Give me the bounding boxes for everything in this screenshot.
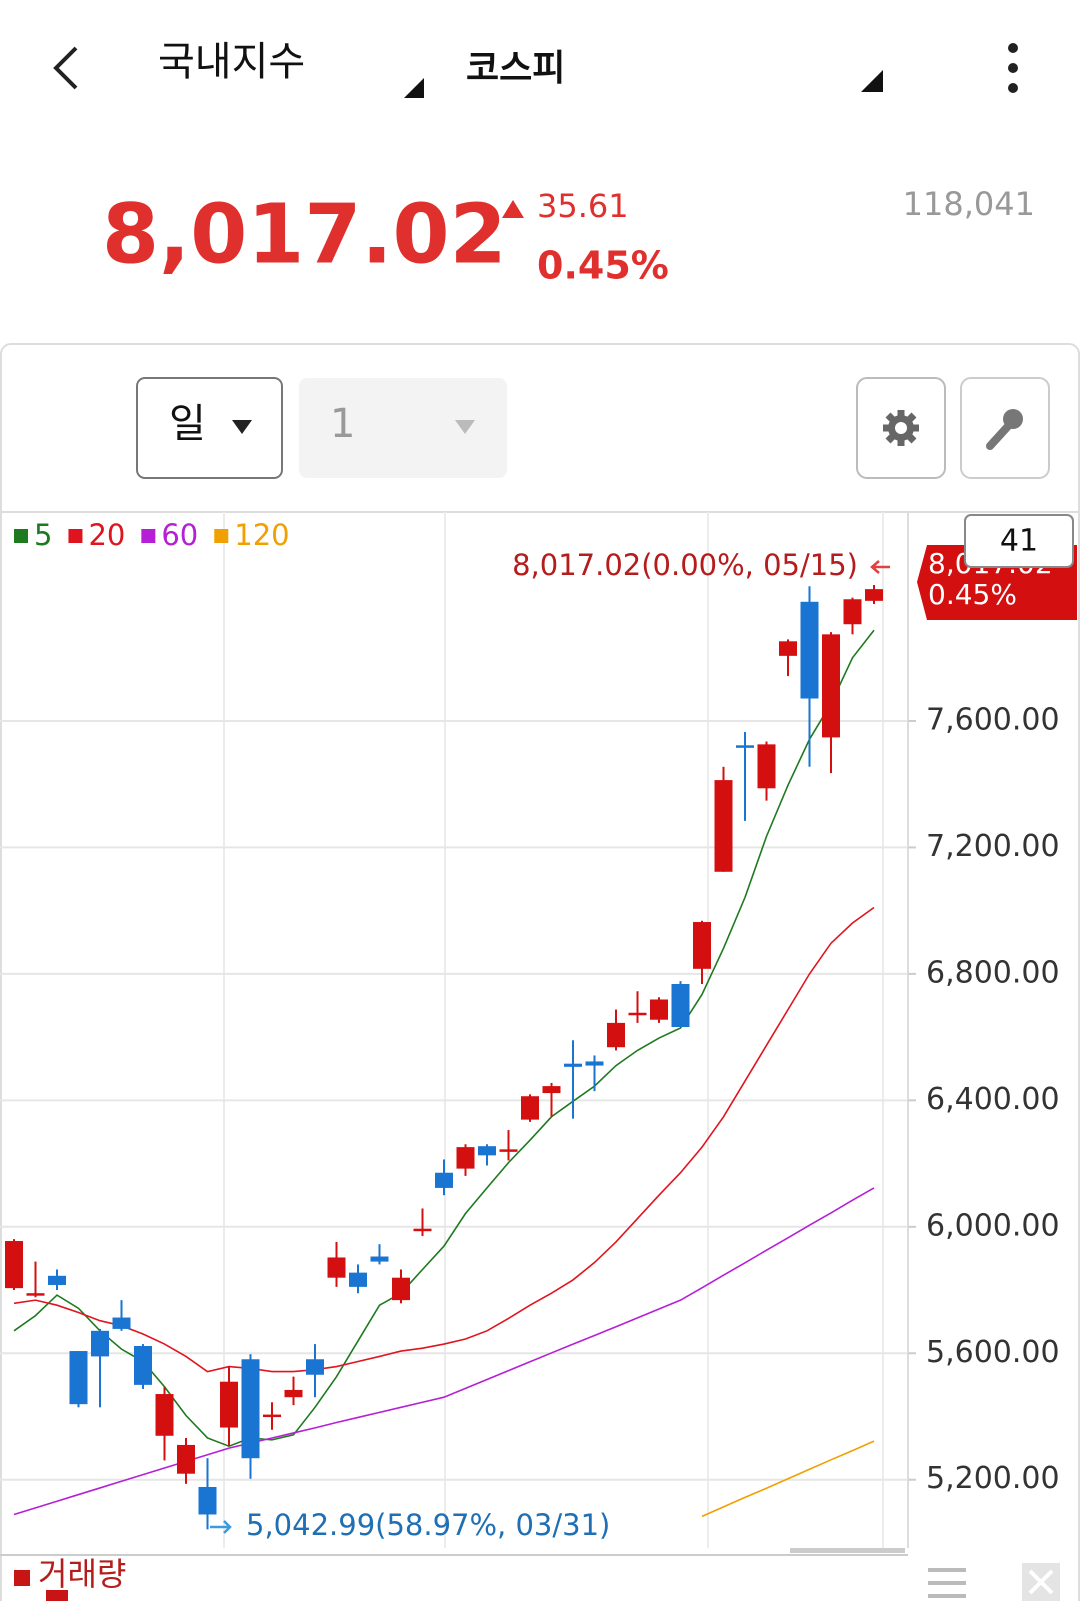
visible-count[interactable]: 41 (1000, 524, 1038, 559)
candle-body (69, 1351, 88, 1405)
legend-label: 5 (34, 518, 52, 552)
y-tick-label: 6,800.00 (926, 955, 1060, 990)
y-tick-label: 7,600.00 (926, 702, 1060, 737)
count-box[interactable] (964, 514, 1074, 568)
moving-average (13, 629, 875, 1448)
period-value[interactable]: 일 (169, 401, 206, 447)
candle-body (112, 1317, 131, 1329)
candle-body (800, 601, 819, 699)
close-icon (1028, 1569, 1054, 1595)
volume-legend-marker (14, 1570, 30, 1586)
header-title[interactable]: 국내지수 (158, 39, 305, 85)
candle-body (607, 1022, 625, 1048)
dropdown-arrow[interactable] (455, 420, 475, 434)
candle-body (865, 589, 883, 601)
high-annotation: 8,017.02(0.00%, 05/15) (512, 548, 858, 582)
candle-body (392, 1277, 410, 1301)
legend-label: 120 (234, 518, 289, 552)
up-arrow (502, 200, 524, 218)
candle-body (48, 1275, 66, 1285)
candle-body (327, 1257, 346, 1278)
menu-icon[interactable] (928, 1568, 966, 1598)
y-tick-label: 6,400.00 (926, 1082, 1060, 1117)
candle-body (241, 1359, 260, 1459)
candle-body (5, 1241, 23, 1289)
candle-body (435, 1172, 453, 1188)
y-tick-label: 5,200.00 (926, 1461, 1060, 1496)
arrow (210, 1520, 232, 1534)
legend-marker (14, 529, 28, 543)
legend: 5 20 60 120 (14, 518, 290, 552)
candle-body (134, 1345, 152, 1385)
volume-bar-stub (46, 1590, 68, 1601)
candle-body (284, 1389, 303, 1398)
candle-body (564, 1063, 582, 1067)
period-select[interactable] (136, 377, 283, 479)
candle-body (628, 1012, 647, 1016)
y-tick-label: 5,600.00 (926, 1335, 1060, 1370)
moving-average (13, 906, 875, 1373)
candle-body (542, 1086, 561, 1094)
candle-body (585, 1061, 604, 1066)
scrollbar[interactable] (790, 1548, 905, 1553)
candle-body (650, 999, 668, 1020)
vertical-grid (223, 512, 884, 1548)
legend-marker (68, 529, 83, 543)
legend-marker (141, 529, 156, 543)
candle-body (177, 1444, 195, 1474)
candle-body (736, 745, 754, 748)
plot: 5,200.00 5,600.00 6,000.00 6,400.00 6,800.00… (0, 585, 1060, 1530)
candle-body (456, 1147, 475, 1169)
y-tick-label: 7,200.00 (926, 829, 1060, 864)
change-rate: 0.45% (537, 244, 669, 288)
candle-body (91, 1330, 109, 1357)
candle-body (714, 780, 733, 872)
gear-icon (883, 410, 919, 446)
moving-average (13, 1187, 875, 1516)
index-name[interactable]: 코스피 (466, 48, 565, 89)
candle-body (843, 599, 862, 625)
legend-label: 60 (161, 518, 198, 552)
candle-body (370, 1256, 389, 1262)
volume-label: 거래량 (38, 1555, 126, 1593)
dropdown-arrow[interactable] (232, 420, 252, 434)
dropdown-arrow[interactable] (861, 70, 883, 92)
wrench-head (1003, 409, 1023, 429)
candle-body (263, 1414, 281, 1418)
candle-body (478, 1146, 496, 1156)
candle-body (349, 1272, 367, 1287)
candle-body (757, 744, 776, 789)
candle-body (155, 1394, 174, 1436)
change: 35.61 (537, 187, 629, 225)
count-select[interactable] (299, 378, 507, 478)
back-button[interactable] (53, 46, 78, 90)
candle-body (693, 922, 711, 969)
count-value[interactable]: 1 (330, 401, 355, 447)
candle-body (220, 1381, 238, 1428)
arrow (870, 560, 890, 574)
legend-marker (214, 529, 229, 543)
dropdown-arrow[interactable] (404, 78, 424, 98)
candle-body (413, 1228, 432, 1232)
price-tag-rate: 0.45% (928, 578, 1017, 611)
candle-body (26, 1293, 45, 1296)
more-button[interactable] (1008, 43, 1018, 93)
price: 8,017.02 (102, 187, 507, 282)
volume: 118,041 (903, 185, 1035, 223)
candle-body (198, 1486, 217, 1515)
candle-body (671, 984, 690, 1027)
moving-average (701, 1440, 875, 1518)
candle-body (822, 634, 840, 738)
candle-body (521, 1096, 539, 1120)
candle-body (779, 641, 797, 656)
wrench-icon (986, 420, 1014, 450)
legend-label: 20 (88, 518, 125, 552)
low-annotation: 5,042.99(58.97%, 03/31) (246, 1508, 610, 1542)
y-tick-label: 6,000.00 (926, 1208, 1060, 1243)
candle-body (306, 1359, 324, 1375)
candle-body (499, 1149, 518, 1152)
